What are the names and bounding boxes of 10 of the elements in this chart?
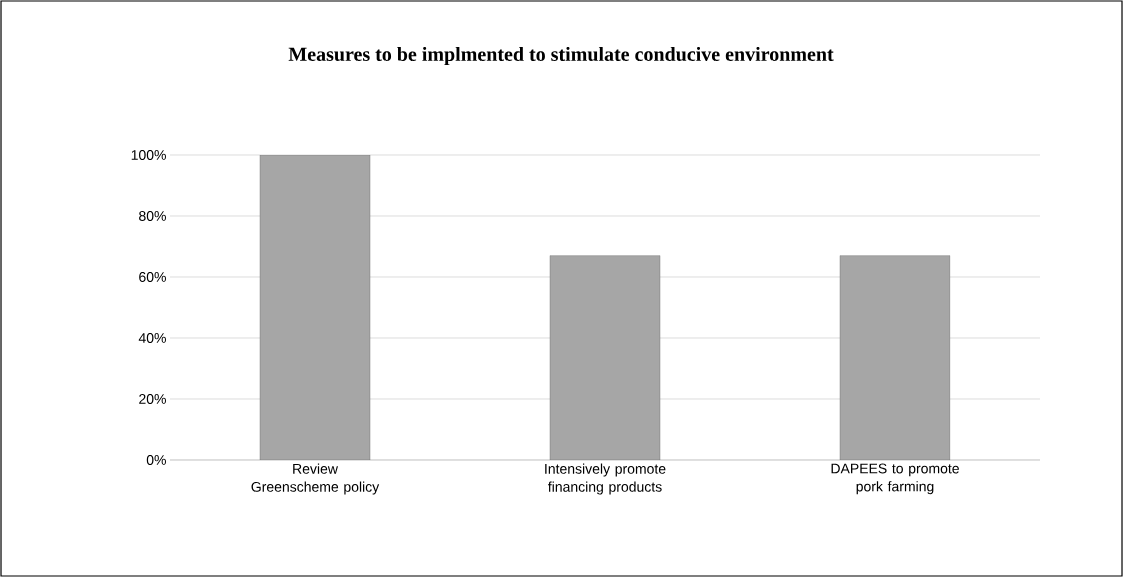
y-tick-label: 100% xyxy=(131,150,166,160)
y-tick-label: 40% xyxy=(138,333,166,343)
y-tick-label: 60% xyxy=(139,272,166,282)
x-tick-label: Review Greenscheme policy xyxy=(251,463,380,495)
y-tick-label: 0% xyxy=(146,455,166,465)
x-tick-label: DAPEES to promote pork farming xyxy=(831,463,959,495)
x-tick-label: Intensively promote financing products xyxy=(545,463,666,495)
y-tick-label: 20% xyxy=(139,394,166,404)
y-tick-label: 80% xyxy=(139,211,166,221)
chart-title: Measures to be implmented to stimulate conducive environment xyxy=(288,46,834,66)
